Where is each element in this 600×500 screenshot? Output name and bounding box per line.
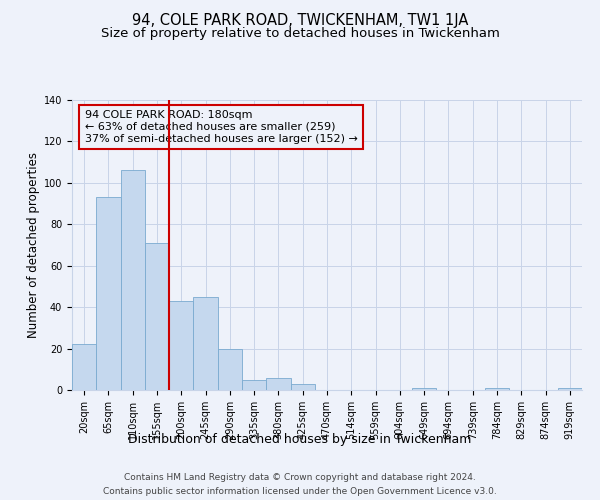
Bar: [96, 198, 121, 390]
Bar: [218, 348, 242, 390]
Bar: [72, 344, 96, 390]
Bar: [558, 388, 582, 390]
Bar: [412, 388, 436, 390]
Text: Size of property relative to detached houses in Twickenham: Size of property relative to detached ho…: [101, 28, 499, 40]
Bar: [145, 243, 169, 390]
Bar: [169, 301, 193, 390]
Text: Distribution of detached houses by size in Twickenham: Distribution of detached houses by size …: [128, 432, 472, 446]
Bar: [485, 388, 509, 390]
Bar: [290, 384, 315, 390]
Text: Contains public sector information licensed under the Open Government Licence v3: Contains public sector information licen…: [103, 488, 497, 496]
Text: 94, COLE PARK ROAD, TWICKENHAM, TW1 1JA: 94, COLE PARK ROAD, TWICKENHAM, TW1 1JA: [132, 12, 468, 28]
Text: 94 COLE PARK ROAD: 180sqm
← 63% of detached houses are smaller (259)
37% of semi: 94 COLE PARK ROAD: 180sqm ← 63% of detac…: [85, 110, 358, 144]
Bar: [121, 170, 145, 390]
Bar: [266, 378, 290, 390]
Bar: [193, 297, 218, 390]
Y-axis label: Number of detached properties: Number of detached properties: [26, 152, 40, 338]
Text: Contains HM Land Registry data © Crown copyright and database right 2024.: Contains HM Land Registry data © Crown c…: [124, 472, 476, 482]
Bar: [242, 380, 266, 390]
